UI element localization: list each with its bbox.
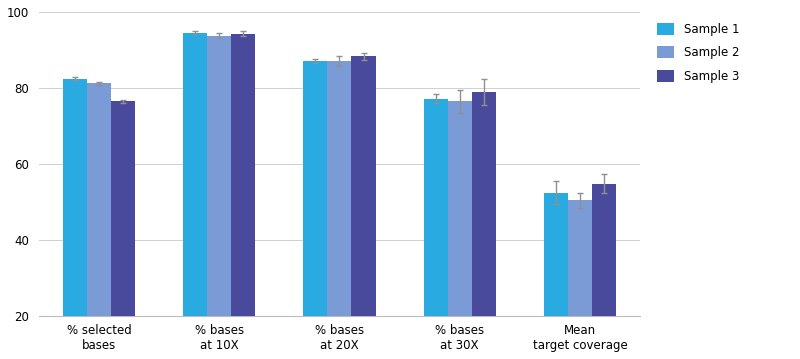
Bar	[303, 61, 327, 316]
Bar	[207, 36, 231, 316]
Bar	[183, 33, 207, 316]
Bar	[87, 84, 111, 316]
Bar	[592, 184, 616, 316]
Bar	[111, 101, 135, 316]
Bar	[63, 79, 87, 316]
Bar	[472, 92, 496, 316]
Bar	[231, 34, 255, 316]
Bar	[448, 101, 472, 316]
Bar	[327, 61, 351, 316]
Legend: Sample 1, Sample 2, Sample 3: Sample 1, Sample 2, Sample 3	[652, 18, 744, 88]
Bar	[424, 99, 448, 316]
Bar	[568, 200, 592, 316]
Bar	[544, 193, 568, 316]
Bar	[351, 56, 375, 316]
